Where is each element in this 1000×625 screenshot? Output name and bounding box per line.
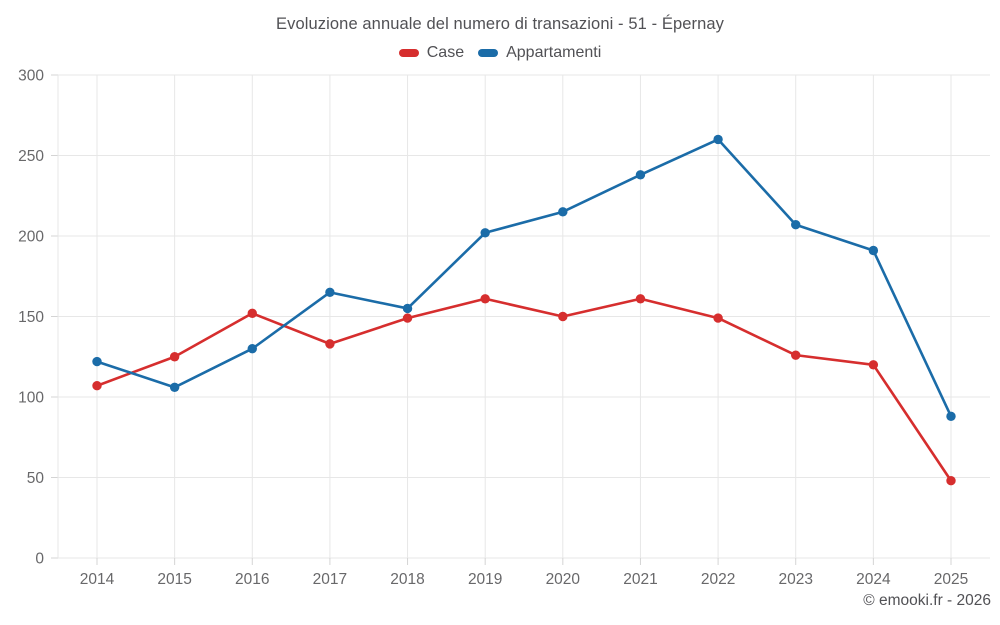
x-axis-label: 2018	[390, 571, 424, 588]
x-axis-label: 2021	[623, 571, 657, 588]
data-point-appartamenti[interactable]	[791, 220, 801, 230]
y-axis-label: 50	[27, 470, 45, 487]
x-axis-label: 2015	[157, 571, 191, 588]
y-axis-label: 300	[18, 68, 44, 85]
y-axis-label: 200	[18, 229, 44, 246]
data-point-case[interactable]	[558, 311, 568, 322]
data-point-appartamenti[interactable]	[713, 134, 723, 145]
data-point-case[interactable]	[325, 339, 335, 349]
legend-label-appartamenti: Appartamenti	[506, 44, 602, 61]
data-point-appartamenti[interactable]	[946, 411, 956, 422]
legend-item-case[interactable]: Case	[398, 44, 465, 62]
legend-item-appartamenti[interactable]: Appartamenti	[478, 44, 601, 62]
data-point-case[interactable]	[713, 313, 723, 323]
data-point-appartamenti[interactable]	[558, 207, 568, 217]
legend-label-case: Case	[426, 44, 465, 61]
x-axis-label: 2014	[80, 571, 115, 588]
data-point-appartamenti[interactable]	[635, 170, 646, 180]
data-point-case[interactable]	[791, 350, 801, 360]
data-point-case[interactable]	[92, 381, 102, 391]
data-point-appartamenti[interactable]	[480, 228, 490, 238]
data-point-appartamenti[interactable]	[92, 356, 102, 367]
y-axis-label: 150	[18, 309, 44, 326]
x-axis-label: 2019	[468, 571, 502, 588]
data-point-case[interactable]	[946, 476, 956, 486]
data-point-case[interactable]	[868, 360, 879, 370]
y-axis-label: 250	[18, 148, 44, 165]
x-axis-label: 2025	[934, 571, 968, 588]
data-point-appartamenti[interactable]	[247, 344, 257, 354]
x-axis-label: 2020	[546, 571, 581, 588]
copyright-credit: © emooki.fr - 2026	[863, 592, 991, 609]
legend-swatch-appartamenti-icon	[478, 49, 499, 57]
y-axis-label: 0	[35, 551, 44, 568]
data-point-case[interactable]	[247, 308, 257, 318]
legend-swatch-case-icon	[398, 49, 419, 57]
chart-legend: Case Appartamenti	[0, 44, 1000, 62]
series-line-case	[95, 297, 953, 483]
x-axis-label: 2023	[778, 571, 812, 588]
series-line-appartamenti	[95, 138, 953, 418]
data-point-case[interactable]	[480, 294, 490, 304]
x-axis-label: 2024	[856, 571, 891, 588]
chart-title: Evoluzione annuale del numero di transaz…	[276, 15, 724, 33]
data-point-appartamenti[interactable]	[169, 382, 180, 393]
x-axis-label: 2017	[313, 571, 347, 588]
data-point-appartamenti[interactable]	[868, 245, 879, 256]
data-point-appartamenti[interactable]	[325, 287, 335, 298]
x-axis-label: 2022	[701, 571, 735, 588]
y-axis-label: 100	[18, 390, 44, 407]
data-point-appartamenti[interactable]	[402, 303, 413, 314]
data-point-case[interactable]	[169, 352, 180, 362]
data-point-case[interactable]	[402, 313, 413, 323]
data-point-case[interactable]	[635, 294, 646, 304]
x-axis-label: 2016	[235, 571, 269, 588]
